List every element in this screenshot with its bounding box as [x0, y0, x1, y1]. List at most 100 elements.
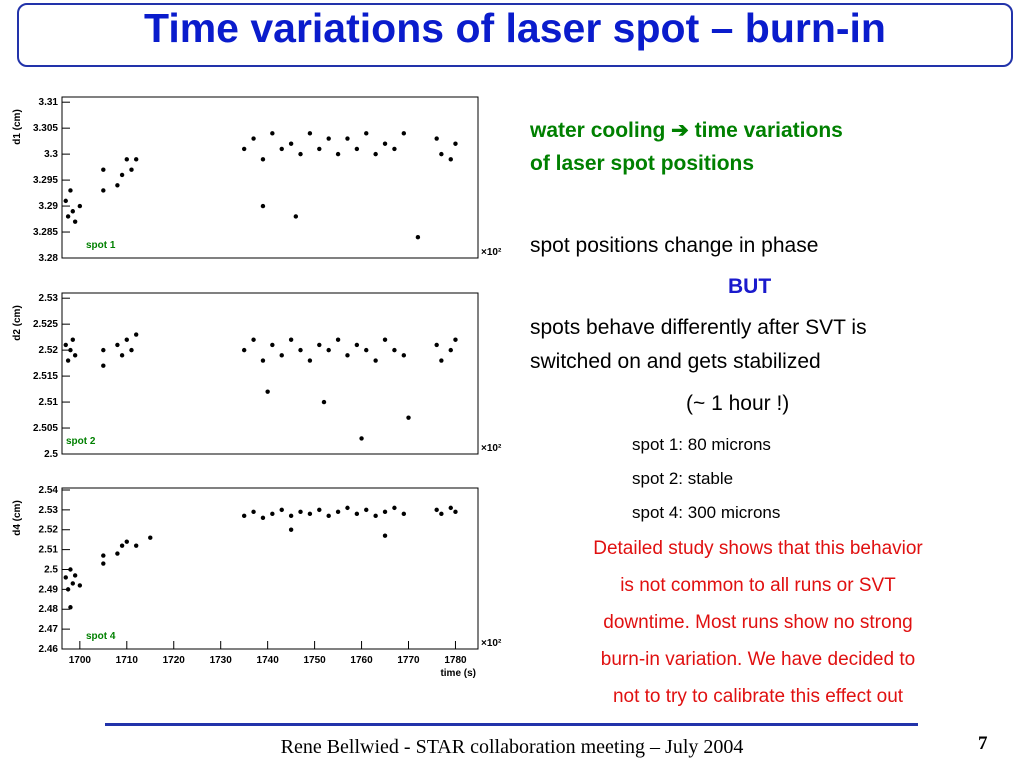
data-point — [354, 511, 360, 517]
data-point — [298, 347, 303, 353]
x-tick-label: 1700 — [69, 655, 92, 666]
data-point — [265, 389, 270, 394]
data-point — [382, 141, 388, 146]
data-point — [406, 415, 411, 420]
page-number: 7 — [978, 733, 988, 754]
y-tick-label: 2.46 — [39, 644, 59, 655]
plot-frame — [61, 96, 479, 259]
data-point — [326, 347, 331, 353]
spot-label: spot 1 — [86, 240, 116, 251]
data-point — [260, 157, 266, 162]
note-line: is not common to all runs or SVT — [620, 575, 896, 596]
data-point — [439, 358, 444, 363]
data-point — [270, 342, 275, 348]
y-tick-label: 3.28 — [39, 253, 59, 264]
plot-frame — [61, 487, 479, 650]
paragraph: spots behave differently after SVT is — [530, 316, 867, 339]
data-point — [307, 511, 313, 517]
data-point — [392, 146, 397, 152]
y-tick-label: 2.53 — [39, 505, 59, 516]
footer: Rene Bellwied - STAR collaboration meeti… — [280, 736, 744, 758]
note-line: Detailed study shows that this behavior — [593, 538, 923, 559]
data-point — [373, 358, 378, 363]
data-point — [354, 342, 360, 348]
y-axis-label: d2 (cm) — [12, 305, 23, 341]
data-point — [65, 214, 71, 219]
data-point — [270, 131, 275, 136]
data-point — [124, 337, 129, 342]
y-tick-label: 2.52 — [39, 525, 59, 536]
data-point — [133, 332, 139, 337]
data-point — [65, 587, 71, 592]
x-tick-label: 1710 — [116, 655, 139, 666]
data-point — [326, 513, 331, 519]
x-tick-label: 1730 — [210, 655, 233, 666]
data-point — [293, 214, 299, 219]
data-point — [241, 513, 247, 519]
data-point — [260, 203, 266, 209]
y-tick-label: 2.5 — [44, 564, 58, 575]
data-point — [453, 509, 458, 515]
data-point — [448, 347, 453, 353]
data-point — [382, 509, 388, 515]
footer-rule — [105, 723, 918, 726]
spot-note: spot 2: stable — [632, 469, 734, 488]
y-tick-label: 3.29 — [39, 201, 59, 212]
data-point — [317, 342, 322, 348]
data-point — [288, 337, 294, 342]
data-point — [439, 511, 444, 517]
y-tick-label: 2.5 — [44, 449, 58, 460]
y-tick-label: 2.54 — [39, 485, 59, 496]
data-point — [335, 337, 341, 342]
x-multiplier: ×10² — [481, 247, 502, 258]
x-multiplier: ×10² — [481, 443, 502, 454]
data-point — [335, 151, 341, 157]
data-point — [101, 188, 106, 193]
data-point — [68, 347, 73, 353]
data-point — [345, 353, 350, 358]
data-point — [251, 509, 256, 515]
data-point — [392, 347, 397, 353]
data-point — [148, 535, 153, 540]
data-point — [434, 136, 439, 141]
spot-note: spot 4: 300 microns — [632, 503, 781, 522]
data-point — [68, 605, 73, 610]
data-point — [317, 146, 322, 152]
y-axis-label: d4 (cm) — [12, 500, 23, 536]
lead-line: water cooling ➔ time variations — [530, 119, 843, 142]
data-point — [124, 157, 129, 162]
data-point — [115, 342, 120, 348]
data-point — [401, 131, 407, 136]
y-axis-label: d1 (cm) — [12, 109, 23, 145]
data-point — [260, 358, 266, 363]
data-point — [335, 509, 341, 515]
data-point — [359, 436, 364, 441]
data-point — [279, 353, 284, 358]
data-point — [115, 183, 120, 188]
plots: 3.28 3.285 3.29 3.295 3.3 3.305 3.31 ×10² d1 (cm… — [12, 96, 502, 679]
note-line: downtime. Most runs show no strong — [603, 612, 913, 633]
data-point — [270, 511, 275, 517]
data-point — [72, 573, 78, 578]
data-point — [434, 342, 439, 348]
data-point — [241, 146, 247, 152]
data-point — [321, 399, 327, 405]
data-point — [307, 131, 313, 136]
x-tick-label: 1760 — [350, 655, 373, 666]
data-point — [101, 561, 106, 566]
y-tick-label: 3.285 — [33, 227, 58, 238]
data-point — [101, 553, 106, 558]
data-point — [298, 509, 303, 515]
data-point — [119, 543, 125, 548]
data-point — [101, 363, 106, 368]
data-point — [439, 151, 444, 157]
data-point — [115, 551, 120, 556]
lead-line: of laser spot positions — [530, 152, 755, 175]
y-tick-label: 3.31 — [39, 97, 59, 108]
data-point — [453, 141, 458, 146]
paragraph: spot positions change in phase — [530, 234, 819, 257]
y-tick-label: 2.51 — [39, 545, 59, 556]
data-point — [77, 203, 83, 209]
data-point — [354, 146, 360, 152]
